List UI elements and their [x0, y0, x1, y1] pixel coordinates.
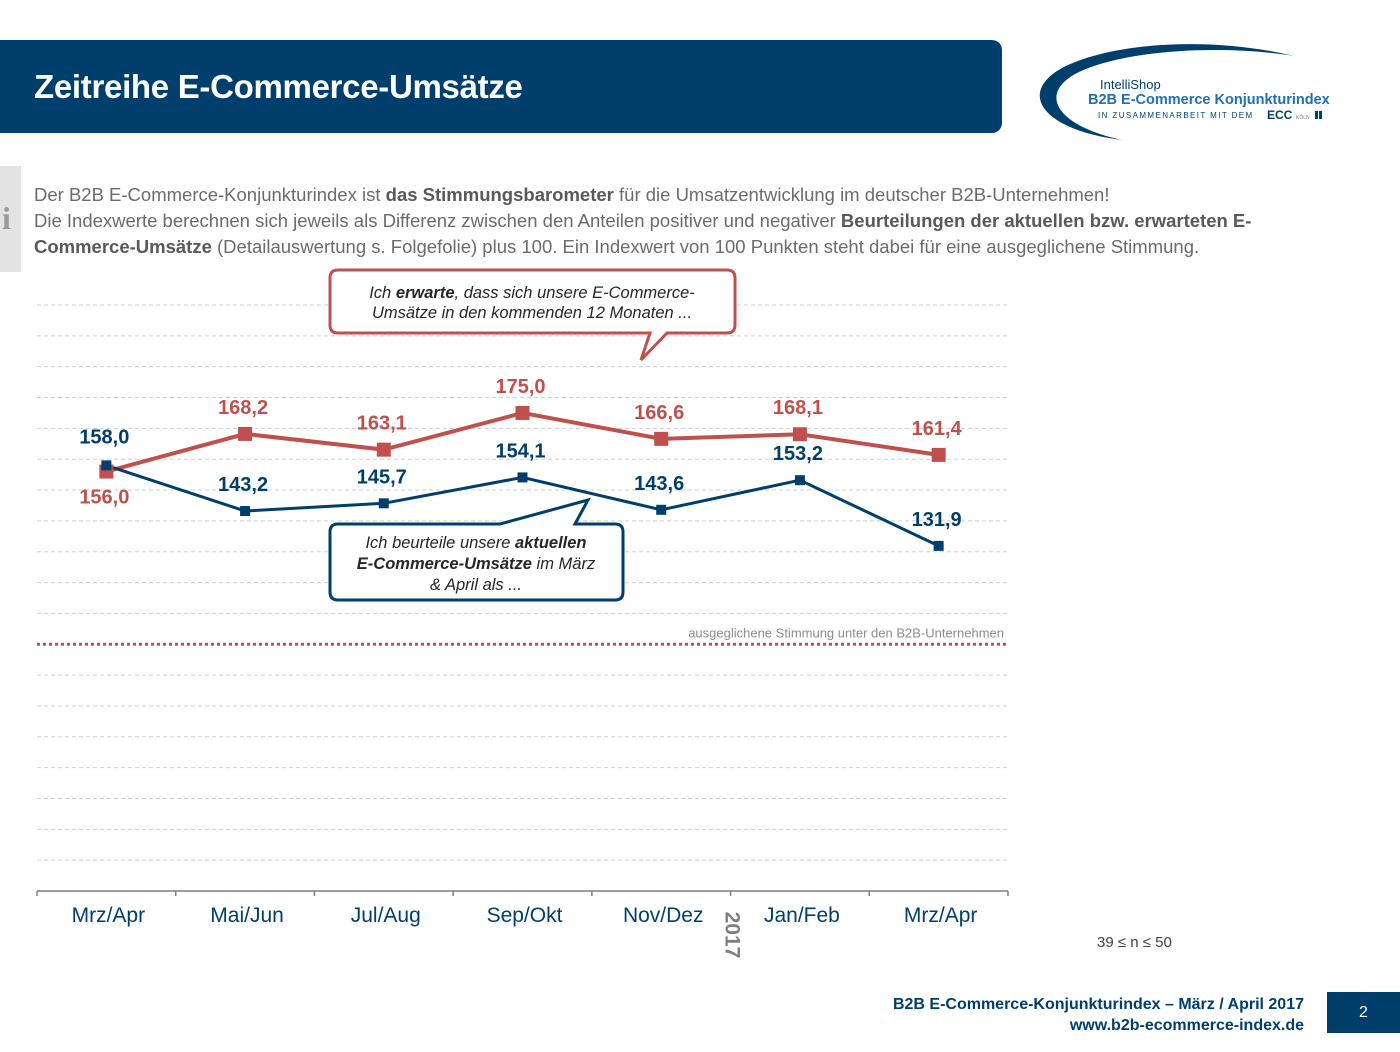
intellishop-logo: IntelliShop B2B E-Commerce Konjunkturind… [1039, 44, 1330, 140]
data-label-expected: 163,1 [357, 413, 407, 435]
data-point-current [240, 506, 251, 517]
data-labels: 156,0 168,2 163,1 175,0 166,6 168,1 161,4 158,0… [79, 376, 962, 531]
data-label-expected: 168,1 [773, 397, 823, 419]
data-label-current: 143,2 [218, 474, 268, 496]
data-point-expected [515, 405, 530, 420]
data-point-expected [792, 427, 807, 442]
data-point-current [933, 540, 944, 551]
data-point-current [517, 472, 528, 483]
logo-partner-prefix: IN ZUSAMMENARBEIT MIT DEM [1098, 111, 1254, 120]
data-label-current: 145,7 [357, 466, 407, 488]
x-tick-label: Jul/Aug [351, 904, 421, 927]
logo-product: B2B E-Commerce Konjunkturindex [1088, 92, 1330, 108]
series-layer [99, 405, 946, 551]
info-strip [0, 166, 21, 272]
data-point-current [794, 475, 805, 486]
data-label-expected: 156,0 [79, 487, 129, 509]
footer-title: B2B E-Commerce-Konjunkturindex – März / … [892, 996, 1304, 1013]
data-label-expected: 161,4 [912, 418, 963, 440]
svg-text:Ich erwarte, dass sich unsere: Ich erwarte, dass sich unsere E-Commerce… [369, 284, 695, 302]
sample-size-note: 39 ≤ n ≤ 50 [1097, 934, 1172, 951]
reference-line-label: ausgeglichene Stimmung unter den B2B-Unt… [688, 625, 1004, 640]
logo-partner: ECC [1267, 108, 1293, 122]
x-tick-label: Jan/Feb [764, 904, 840, 927]
callout-current: Ich beurteile unsere aktuellen E-Commerc… [328, 497, 625, 602]
svg-text:& April als ...: & April als ... [430, 576, 522, 594]
year-divider-label: 2017 [721, 912, 744, 959]
data-point-expected [238, 426, 253, 441]
data-label-current: 154,1 [495, 440, 545, 462]
x-tick-label: Mai/Jun [210, 904, 284, 927]
data-label-expected: 175,0 [495, 376, 545, 398]
reference-line-group: ausgeglichene Stimmung unter den B2B-Unt… [37, 625, 1008, 646]
x-axis: Mrz/Apr Mai/Jun Jul/Aug Sep/Okt Nov/Dez Jan/F… [36, 890, 1009, 927]
svg-text:Umsätze in den kommenden 12 Mo: Umsätze in den kommenden 12 Monaten ... [372, 304, 692, 322]
x-tick-label: Nov/Dez [623, 904, 704, 927]
info-icon: i [2, 200, 11, 236]
title-bar [0, 40, 1002, 133]
footer: B2B E-Commerce-Konjunkturindex – März / … [893, 994, 1304, 1036]
data-point-current [378, 498, 389, 509]
footer-url: www.b2b-ecommerce-index.de [1069, 1017, 1304, 1034]
data-label-current: 153,2 [773, 443, 823, 465]
data-point-expected [376, 442, 391, 457]
svg-text:E-Commerce-Umsätze im März: E-Commerce-Umsätze im März [357, 555, 596, 573]
data-point-expected [654, 431, 669, 446]
page-number: 2 [1327, 992, 1400, 1033]
data-point-current [101, 460, 112, 471]
intro-text: Der B2B E-Commerce-Konjunkturindex ist d… [34, 184, 1252, 257]
x-tick-label: Sep/Okt [487, 904, 563, 927]
svg-text:Ich beurteile unsere aktuellen: Ich beurteile unsere aktuellen [365, 534, 586, 552]
logo-partner-suffix: KÖLN [1296, 114, 1310, 121]
x-tick-label: Mrz/Apr [904, 904, 978, 927]
page-title: Zeitreihe E-Commerce-Umsätze [34, 68, 523, 105]
data-label-expected: 166,6 [634, 402, 684, 424]
data-label-current: 158,0 [79, 426, 129, 448]
data-point-current [656, 504, 667, 515]
data-label-expected: 168,2 [218, 397, 268, 419]
x-tick-label: Mrz/Apr [72, 904, 146, 927]
logo-brand: IntelliShop [1100, 77, 1161, 92]
data-point-expected [931, 447, 946, 462]
callout-expected: Ich erwarte, dass sich unsere E-Commerce… [328, 268, 737, 362]
data-label-current: 143,6 [634, 473, 684, 495]
data-label-current: 131,9 [912, 509, 962, 531]
